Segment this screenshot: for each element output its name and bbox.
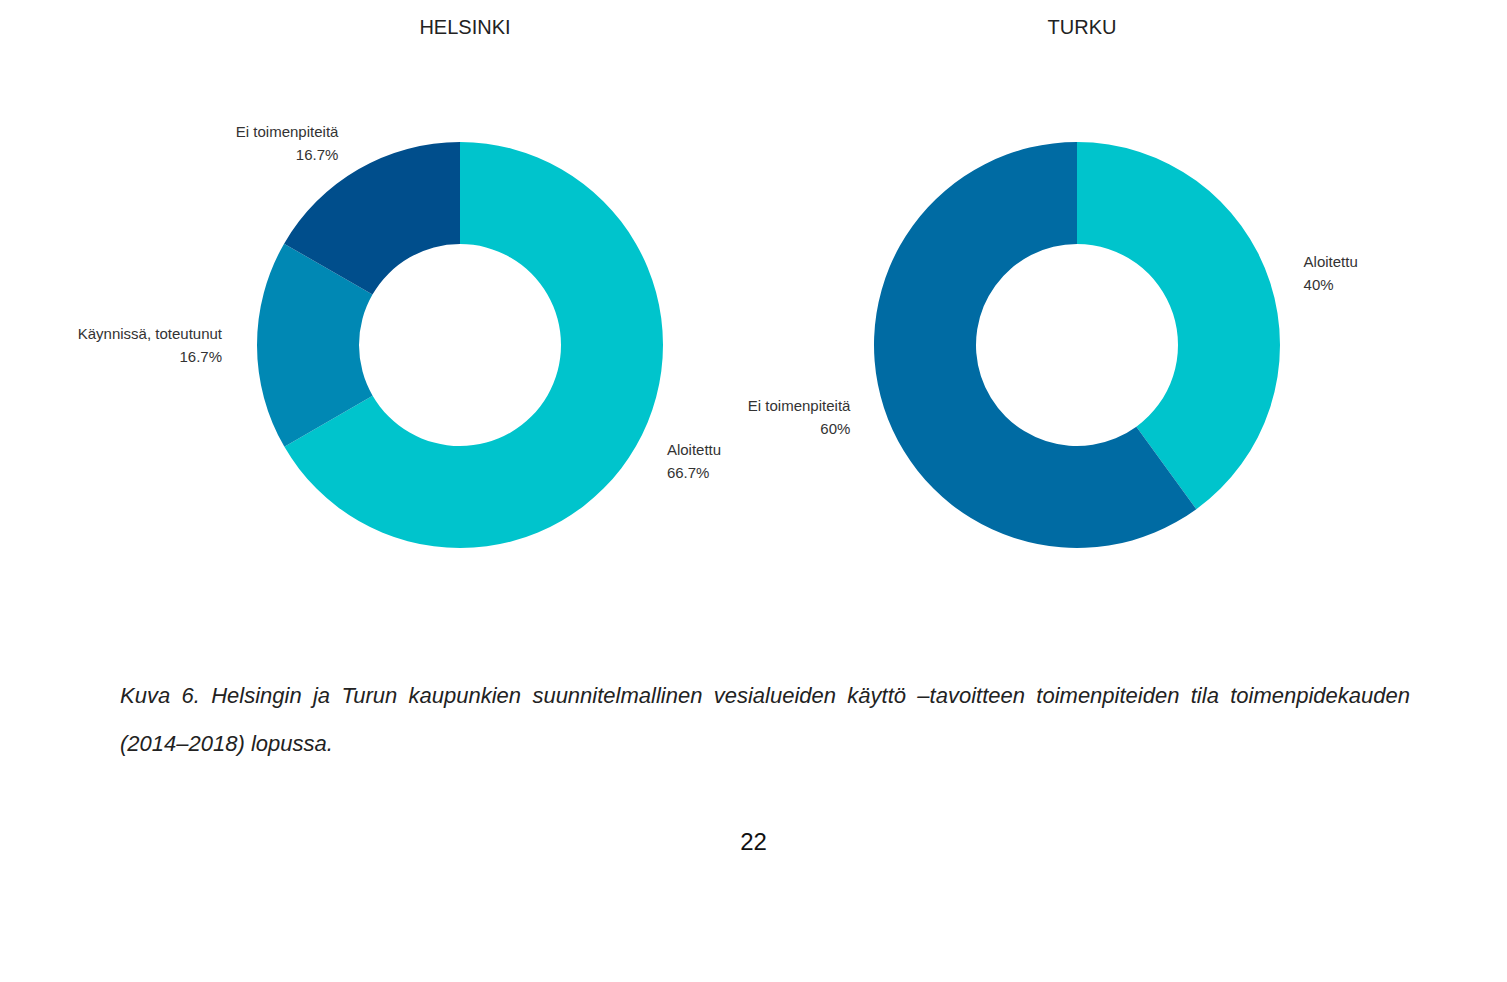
svg-text:TURKU: TURKU	[1048, 16, 1117, 38]
svg-text:Ei toimenpiteitä: Ei toimenpiteitä	[748, 397, 851, 414]
svg-text:HELSINKI: HELSINKI	[419, 16, 510, 38]
svg-text:40%: 40%	[1304, 276, 1334, 293]
svg-text:Käynnissä, toteutunut: Käynnissä, toteutunut	[78, 325, 223, 342]
svg-text:60%: 60%	[820, 420, 850, 437]
svg-text:Ei toimenpiteitä: Ei toimenpiteitä	[236, 123, 339, 140]
svg-text:66.7%: 66.7%	[667, 464, 710, 481]
svg-text:16.7%: 16.7%	[296, 146, 339, 163]
html-text:22: 22	[740, 828, 767, 855]
svg-text:Aloitettu: Aloitettu	[1304, 253, 1358, 270]
svg-text:Aloitettu: Aloitettu	[667, 441, 721, 458]
svg-text:16.7%: 16.7%	[179, 348, 222, 365]
html-text:Kuva 6. Helsingin ja Turun kau: Kuva 6. Helsingin ja Turun kaupunkien su…	[120, 683, 1410, 756]
